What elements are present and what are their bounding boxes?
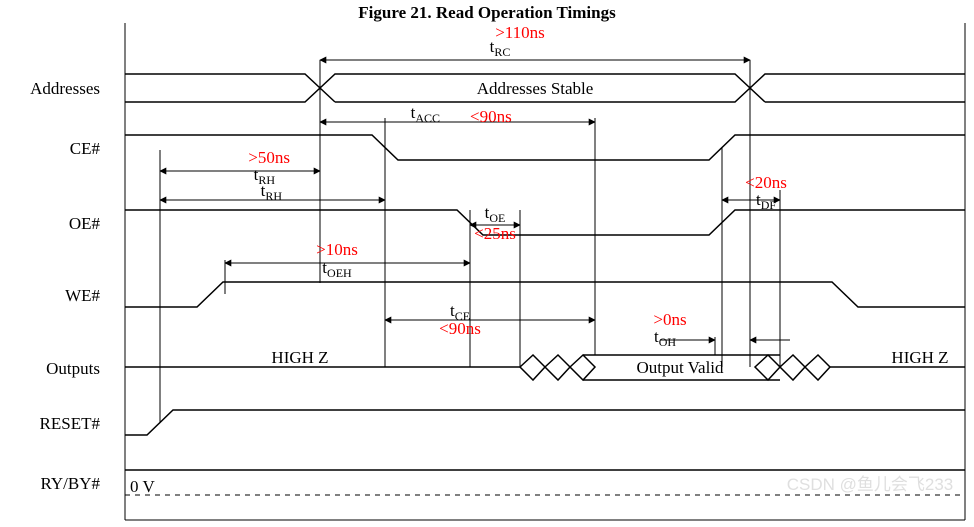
svg-text:<90ns: <90ns [439, 319, 481, 338]
waveform-outputs: HIGH Z Output Valid HIGH Z [125, 348, 965, 380]
timing-tdf: <20ns tDF [722, 148, 787, 367]
figure-title: Figure 21. Read Operation Timings [358, 3, 616, 22]
label-reset: RESET# [40, 414, 101, 433]
svg-text:tOH: tOH [654, 327, 676, 349]
label-ryby: RY/BY# [40, 474, 100, 493]
waveform-reset [125, 410, 965, 435]
timing-trc: tRC >110ns [320, 23, 750, 60]
addresses-stable-text: Addresses Stable [477, 79, 594, 98]
svg-text:<25ns: <25ns [474, 224, 516, 243]
label-ce: CE# [70, 139, 101, 158]
svg-text:>110ns: >110ns [495, 23, 545, 42]
label-we: WE# [65, 286, 100, 305]
timing-toeh: >10ns tOEH [225, 240, 470, 294]
svg-text:tACC: tACC [411, 103, 440, 125]
watermark: CSDN @鱼儿会飞233 [787, 475, 954, 494]
svg-text:tDF: tDF [756, 190, 776, 212]
label-oe: OE# [69, 214, 101, 233]
svg-text:<20ns: <20ns [745, 173, 787, 192]
timing-diagram: Figure 21. Read Operation Timings Addres… [0, 0, 974, 527]
waveform-addresses: Addresses Stable [125, 74, 965, 102]
label-outputs: Outputs [46, 359, 100, 378]
timing-tce: tCE <90ns [385, 301, 595, 338]
highz-right: HIGH Z [891, 348, 948, 367]
highz-left: HIGH Z [271, 348, 328, 367]
output-valid: Output Valid [636, 358, 724, 377]
zero-volt: 0 V [130, 477, 155, 496]
timing-trh-50: >50ns tRH [160, 148, 320, 422]
svg-text:tOEH: tOEH [322, 258, 352, 280]
svg-text:tOE: tOE [485, 203, 506, 225]
label-addresses: Addresses [30, 79, 100, 98]
waveform-we [125, 282, 965, 307]
svg-text:<90ns: <90ns [470, 107, 512, 126]
svg-text:>10ns: >10ns [316, 240, 358, 259]
timing-toe: tOE <25ns [470, 203, 520, 367]
